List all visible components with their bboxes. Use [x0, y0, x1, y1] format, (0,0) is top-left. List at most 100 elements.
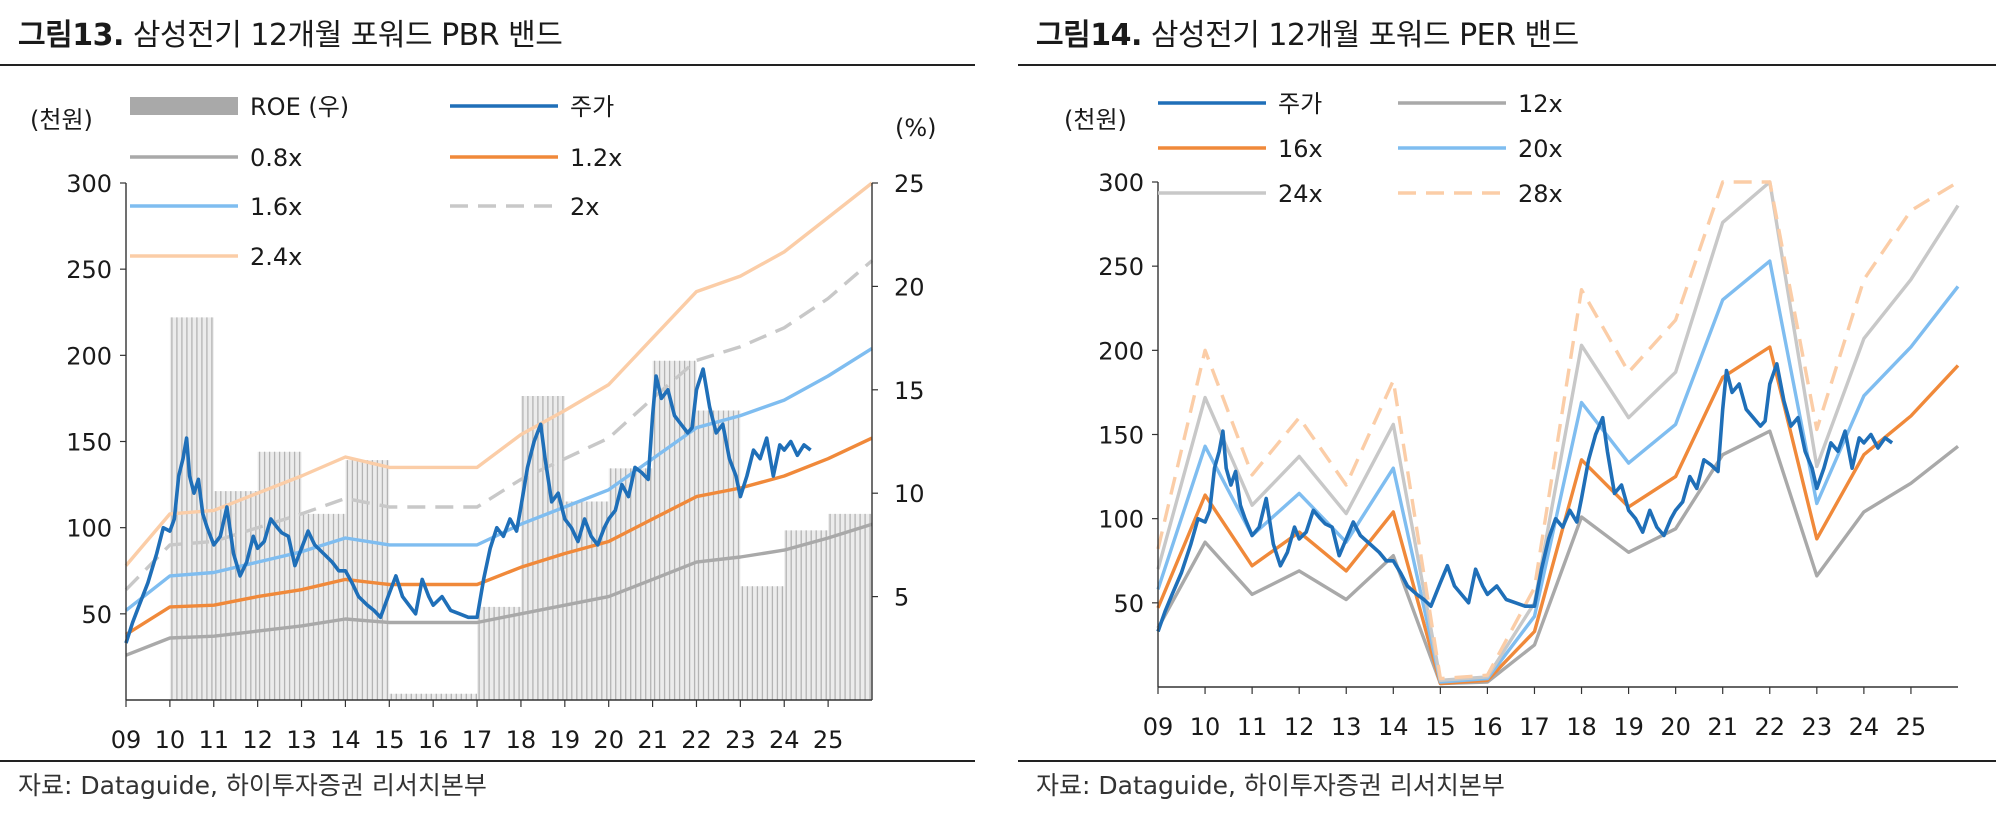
roe-bar-hatch-7 — [522, 396, 564, 700]
x-tick-label-19: 19 — [550, 726, 581, 754]
legend-item-주가: 주가 — [450, 93, 614, 121]
series-line-12x — [1156, 429, 1960, 686]
legend-item-ROE (우): ROE (우) — [130, 93, 349, 121]
y-tick-label-150: 150 — [1098, 422, 1144, 450]
legend-label-주가: 주가 — [570, 93, 614, 121]
x-tick-label-15: 15 — [374, 726, 405, 754]
legend-item-20x: 20x — [1398, 135, 1563, 163]
x-tick-label-21: 21 — [637, 726, 668, 754]
pbr-band-chart: 50 100 150 200 250 300 5 10 15 20 25 (%) 09 10 11 12 13 1… — [30, 93, 937, 754]
legend-label-ROE (우): ROE (우) — [250, 93, 349, 121]
x-tick-label-20: 20 — [593, 726, 624, 754]
legend-label-20x: 20x — [1518, 135, 1563, 163]
x-tick-label-14: 14 — [330, 726, 361, 754]
legend-item-12x: 12x — [1398, 90, 1563, 118]
y-tick-label-50: 50 — [1113, 590, 1144, 618]
x-tick-label-25: 25 — [1896, 713, 1927, 741]
legend-item-24x: 24x — [1158, 180, 1323, 208]
series-line-주가 — [124, 367, 812, 644]
legend-item-16x: 16x — [1158, 135, 1323, 163]
figure-title-text: 삼성전기 12개월 포워드 PBR 밴드 — [132, 18, 563, 53]
legend-label-주가: 주가 — [1278, 90, 1322, 118]
legend-item-2x: 2x — [450, 193, 599, 221]
legend-label-1.6x: 1.6x — [250, 193, 302, 221]
x-tick-label-20: 20 — [1660, 713, 1691, 741]
x-tick-label-11: 11 — [1237, 713, 1268, 741]
x-tick-label-22: 22 — [1754, 713, 1785, 741]
y-axis-label: (천원) — [1064, 106, 1127, 134]
roe-bar-hatch-6 — [478, 606, 520, 700]
series-line-2x — [124, 259, 874, 591]
series-line-1.2x — [125, 436, 873, 636]
roe-bar-hatch-13 — [785, 530, 827, 700]
legend-label-1.2x: 1.2x — [570, 144, 622, 172]
legend-item-28x: 28x — [1398, 180, 1563, 208]
legend-label-16x: 16x — [1278, 135, 1323, 163]
x-tick-label-15: 15 — [1425, 713, 1456, 741]
bottom-rule — [1018, 760, 1996, 762]
series-line-1.6x — [124, 346, 873, 612]
figure-title-text: 삼성전기 12개월 포워드 PER 밴드 — [1150, 18, 1579, 53]
x-tick-label-09: 09 — [1143, 713, 1174, 741]
x-tick-label-13: 13 — [286, 726, 317, 754]
legend-label-28x: 28x — [1518, 180, 1563, 208]
x-tick-label-12: 12 — [1284, 713, 1315, 741]
x-tick-label-25: 25 — [813, 726, 844, 754]
legend-label-12x: 12x — [1518, 90, 1563, 118]
legend-item-0.8x: 0.8x — [130, 144, 302, 172]
source-note: 자료: Dataguide, 하이투자증권 리서치본부 — [1036, 771, 1505, 800]
x-tick-label-24: 24 — [1849, 713, 1880, 741]
x-tick-label-12: 12 — [242, 726, 273, 754]
per-band-chart: 50 100 150 200 250 300 09 10 11 12 13 14 15 16 17 18 19 2… — [1064, 90, 1960, 741]
x-tick-label-21: 21 — [1707, 713, 1738, 741]
x-tick-label-17: 17 — [462, 726, 493, 754]
series-line-28x — [1156, 180, 1959, 681]
roe-bar-hatch-5 — [390, 693, 477, 700]
top-rule — [0, 64, 975, 66]
x-tick-label-13: 13 — [1331, 713, 1362, 741]
y-tick-label-250: 250 — [66, 256, 112, 284]
roe-bar-hatch-10 — [653, 360, 696, 700]
y-tick-label-300: 300 — [1098, 169, 1144, 197]
series-line-주가 — [1156, 362, 1894, 633]
x-tick-label-09: 09 — [111, 726, 142, 754]
top-rule — [1018, 64, 1996, 66]
y-tick-label-50: 50 — [81, 601, 112, 629]
y2-axis-label: (%) — [895, 114, 937, 142]
roe-bar-hatch-2 — [258, 451, 301, 700]
x-tick-label-18: 18 — [1566, 713, 1597, 741]
figure-label: 그림13. — [18, 18, 124, 53]
y-tick-label-250: 250 — [1098, 253, 1144, 281]
x-tick-label-24: 24 — [769, 726, 800, 754]
figure-title: 그림14. 삼성전기 12개월 포워드 PER 밴드 — [1036, 10, 1579, 54]
y2-tick-label-10: 10 — [894, 480, 925, 508]
roe-bar-5 — [389, 693, 478, 700]
x-tick-label-19: 19 — [1613, 713, 1644, 741]
x-tick-label-16: 16 — [418, 726, 449, 754]
y-tick-label-200: 200 — [1098, 337, 1144, 365]
x-tick-label-17: 17 — [1519, 713, 1550, 741]
x-tick-label-16: 16 — [1472, 713, 1503, 741]
legend-label-2.4x: 2.4x — [250, 243, 302, 271]
x-tick-label-18: 18 — [506, 726, 537, 754]
x-tick-label-23: 23 — [1802, 713, 1833, 741]
legend-label-24x: 24x — [1278, 180, 1323, 208]
x-tick-label-14: 14 — [1378, 713, 1409, 741]
legend-label-2x: 2x — [570, 193, 599, 221]
figure-title: 그림13. 삼성전기 12개월 포워드 PBR 밴드 — [18, 10, 563, 54]
y-tick-label-100: 100 — [66, 515, 112, 543]
legend-item-1.2x: 1.2x — [450, 144, 622, 172]
series-line-0.8x — [125, 522, 873, 657]
y-tick-label-200: 200 — [66, 342, 112, 370]
roe-bar-hatch-12 — [741, 586, 784, 700]
bottom-rule — [0, 760, 975, 762]
roe-bar-hatch-11 — [697, 410, 740, 700]
y2-tick-label-5: 5 — [894, 584, 909, 612]
per-band-figure: 그림14. 삼성전기 12개월 포워드 PER 밴드 50 100 150 200 25… — [1018, 0, 1996, 827]
roe-bar-hatch-3 — [302, 513, 345, 700]
figure-label: 그림14. — [1036, 18, 1142, 53]
pbr-band-figure: 그림13. 삼성전기 12개월 포워드 PBR 밴드 50 100 150 200 25… — [0, 0, 975, 827]
y2-tick-label-25: 25 — [894, 170, 925, 198]
y-tick-label-150: 150 — [66, 429, 112, 457]
series-line-2.4x — [124, 181, 874, 567]
